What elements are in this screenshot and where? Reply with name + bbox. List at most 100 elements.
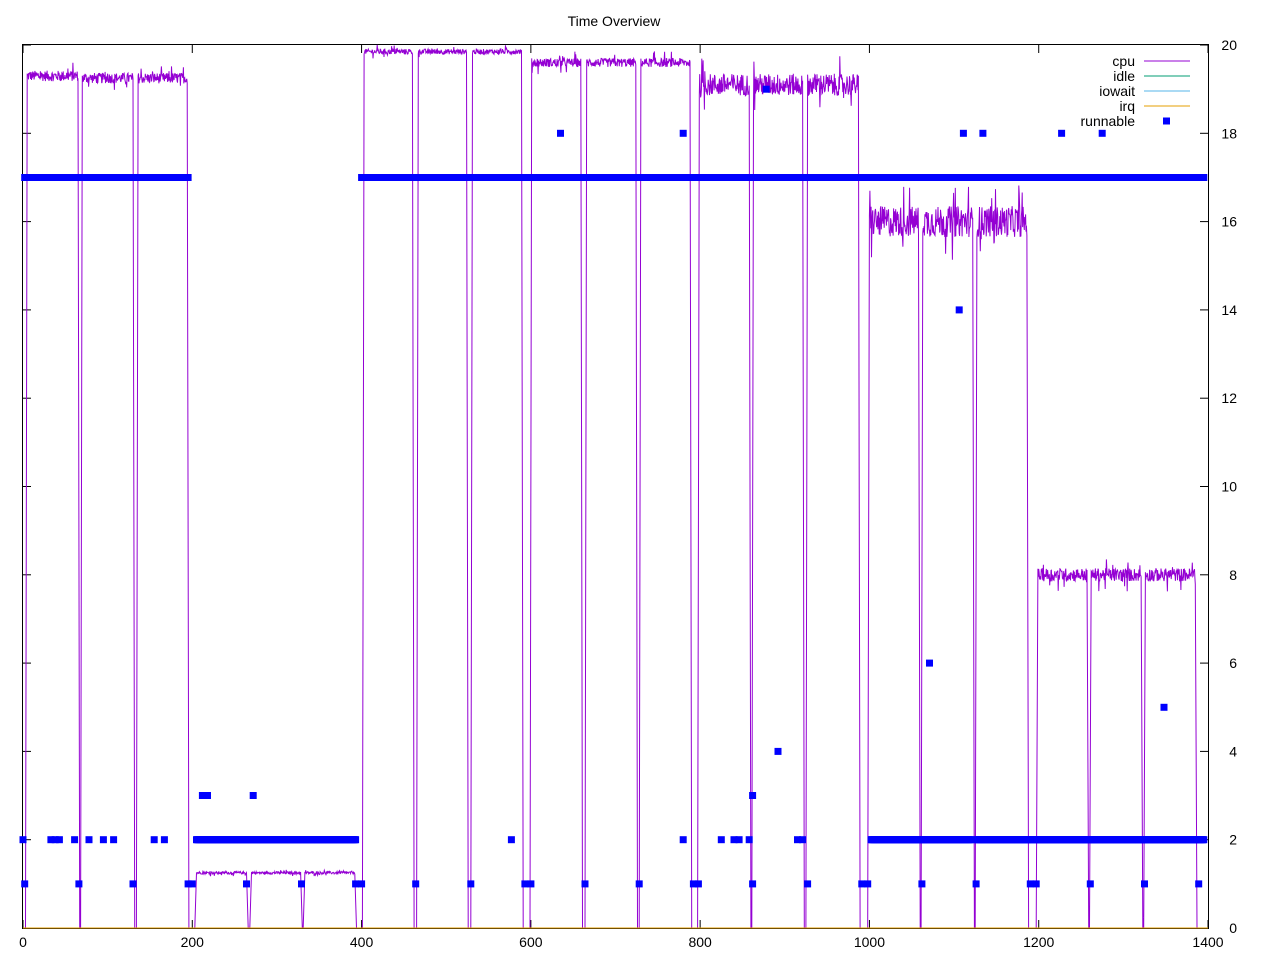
runnable-point xyxy=(19,836,27,844)
runnable-point xyxy=(1195,880,1203,888)
runnable-point xyxy=(918,880,926,888)
runnable-point xyxy=(358,880,366,888)
runnable-point xyxy=(858,880,866,888)
x-tick-label: 800 xyxy=(688,934,712,950)
runnable-point xyxy=(204,792,211,799)
runnable-point xyxy=(467,880,475,888)
runnable-point xyxy=(557,129,564,137)
runnable-point xyxy=(352,880,360,888)
runnable-point xyxy=(298,880,305,888)
runnable-point xyxy=(184,174,192,181)
y-tick-label: 14 xyxy=(1221,302,1237,318)
runnable-point xyxy=(71,836,79,844)
runnable-point xyxy=(1200,836,1208,844)
runnable-point xyxy=(160,836,168,844)
runnable-point xyxy=(735,836,743,844)
runnable-point xyxy=(412,880,420,888)
runnable-point xyxy=(864,880,872,888)
x-tick-label: 400 xyxy=(350,934,374,950)
y-tick-label: 10 xyxy=(1221,479,1237,495)
runnable-point xyxy=(926,659,933,667)
runnable-point xyxy=(51,836,59,844)
x-tick-label: 1000 xyxy=(854,934,885,950)
runnable-point xyxy=(979,129,987,137)
runnable-point xyxy=(749,792,757,799)
runnable-point xyxy=(679,129,687,137)
legend-swatch-runnable xyxy=(1163,117,1170,125)
runnable-point xyxy=(521,880,529,888)
y-tick-label: 4 xyxy=(1229,743,1237,759)
runnable-point xyxy=(47,836,55,844)
runnable-point xyxy=(717,836,725,844)
runnable-point xyxy=(507,836,515,844)
runnable-point xyxy=(774,747,782,755)
runnable-point xyxy=(243,880,250,888)
y-tick-label: 16 xyxy=(1221,214,1237,230)
y-tick-label: 6 xyxy=(1229,655,1237,671)
runnable-point xyxy=(1086,880,1094,888)
x-tick-label: 200 xyxy=(181,934,205,950)
x-tick-label: 600 xyxy=(519,934,543,950)
x-tick-label: 1400 xyxy=(1192,934,1223,950)
legend-label-irq: irq xyxy=(1119,98,1135,114)
runnable-point xyxy=(1026,880,1034,888)
runnable-point xyxy=(150,836,158,844)
x-tick-label: 1200 xyxy=(1023,934,1054,950)
runnable-point xyxy=(75,880,83,888)
runnable-point xyxy=(1160,703,1168,711)
runnable-point xyxy=(249,792,257,799)
runnable-point xyxy=(1141,880,1148,888)
runnable-point xyxy=(85,836,93,844)
runnable-point xyxy=(804,880,812,888)
y-tick-label: 12 xyxy=(1221,390,1237,406)
runnable-point xyxy=(689,880,697,888)
cpu-line xyxy=(23,44,1208,929)
runnable-point xyxy=(745,836,753,844)
runnable-point xyxy=(955,306,963,314)
runnable-point xyxy=(1058,129,1066,137)
runnable-point xyxy=(581,880,589,888)
legend-label-runnable: runnable xyxy=(1081,113,1136,129)
x-tick-label: 0 xyxy=(19,934,27,950)
runnable-point xyxy=(1200,174,1208,181)
runnable-point xyxy=(198,792,206,799)
runnable-point xyxy=(749,880,757,888)
series-layer xyxy=(19,44,1208,929)
runnable-point xyxy=(762,85,770,93)
chart-title: Time Overview xyxy=(568,13,662,29)
y-tick-label: 2 xyxy=(1229,832,1237,848)
runnable-point xyxy=(967,836,975,844)
runnable-point xyxy=(110,836,118,844)
y-tick-label: 20 xyxy=(1221,37,1237,53)
legend-label-idle: idle xyxy=(1113,68,1135,84)
runnable-point xyxy=(635,880,643,888)
runnable-point xyxy=(794,836,801,844)
runnable-point xyxy=(352,836,360,844)
runnable-point xyxy=(188,880,196,888)
runnable-point xyxy=(861,174,869,181)
runnable-point xyxy=(799,836,807,844)
runnable-point xyxy=(523,174,531,181)
legend-label-cpu: cpu xyxy=(1112,53,1135,69)
axes: 0 200 400 600 800 1000 1200 1400 0 2 4 6 8 10 12 14 16 18… xyxy=(19,37,1237,950)
series-runnable xyxy=(19,85,1208,888)
runnable-point xyxy=(1032,880,1040,888)
runnable-point xyxy=(527,880,535,888)
y-tick-label: 0 xyxy=(1229,920,1237,936)
runnable-point xyxy=(55,836,63,844)
runnable-point xyxy=(730,836,738,844)
runnable-point xyxy=(972,880,980,888)
legend-label-iowait: iowait xyxy=(1099,83,1135,99)
runnable-point xyxy=(959,129,967,137)
runnable-point xyxy=(694,880,702,888)
runnable-point xyxy=(184,880,192,888)
runnable-point xyxy=(679,836,687,844)
y-tick-label: 18 xyxy=(1221,125,1237,141)
runnable-point xyxy=(1098,129,1106,137)
series-cpu xyxy=(23,44,1208,929)
y-tick-label: 8 xyxy=(1229,567,1237,583)
runnable-point xyxy=(129,880,137,888)
runnable-point xyxy=(21,880,29,888)
